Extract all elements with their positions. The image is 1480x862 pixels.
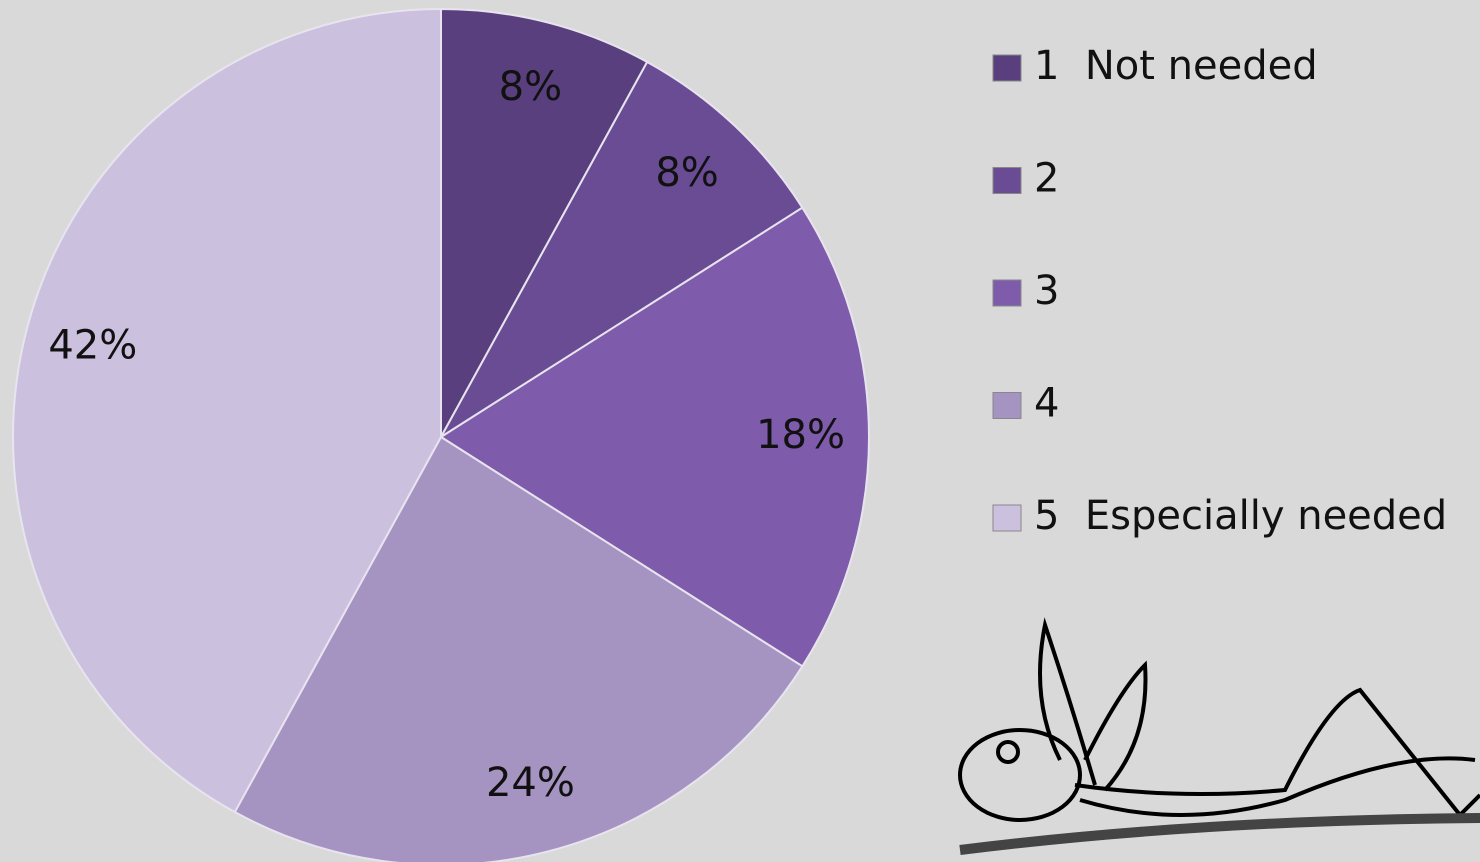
legend-label: 4	[1034, 381, 1059, 427]
data-label: 24%	[486, 760, 575, 806]
legend-swatch	[992, 54, 1022, 82]
ant-drawing	[958, 617, 1480, 855]
legend-swatch	[992, 504, 1022, 532]
data-label: 8%	[499, 64, 562, 110]
pie-slice	[440, 60, 804, 438]
legend-swatch	[992, 167, 1022, 194]
data-label: 18%	[756, 412, 845, 458]
pie-slice	[233, 435, 804, 862]
data-label: 42%	[48, 323, 137, 369]
pie-slice	[440, 7, 649, 438]
legend-label: 1 Not needed	[1034, 43, 1318, 89]
legend-label: 3	[1034, 268, 1059, 314]
legend-label: 2	[1034, 156, 1059, 202]
legend-swatch	[992, 279, 1022, 307]
legend-swatch	[992, 392, 1022, 419]
data-label: 8%	[655, 150, 718, 196]
legend-label: 5 Especially needed	[1034, 493, 1447, 539]
pie-slice	[439, 206, 870, 668]
pie-slice	[12, 7, 442, 814]
